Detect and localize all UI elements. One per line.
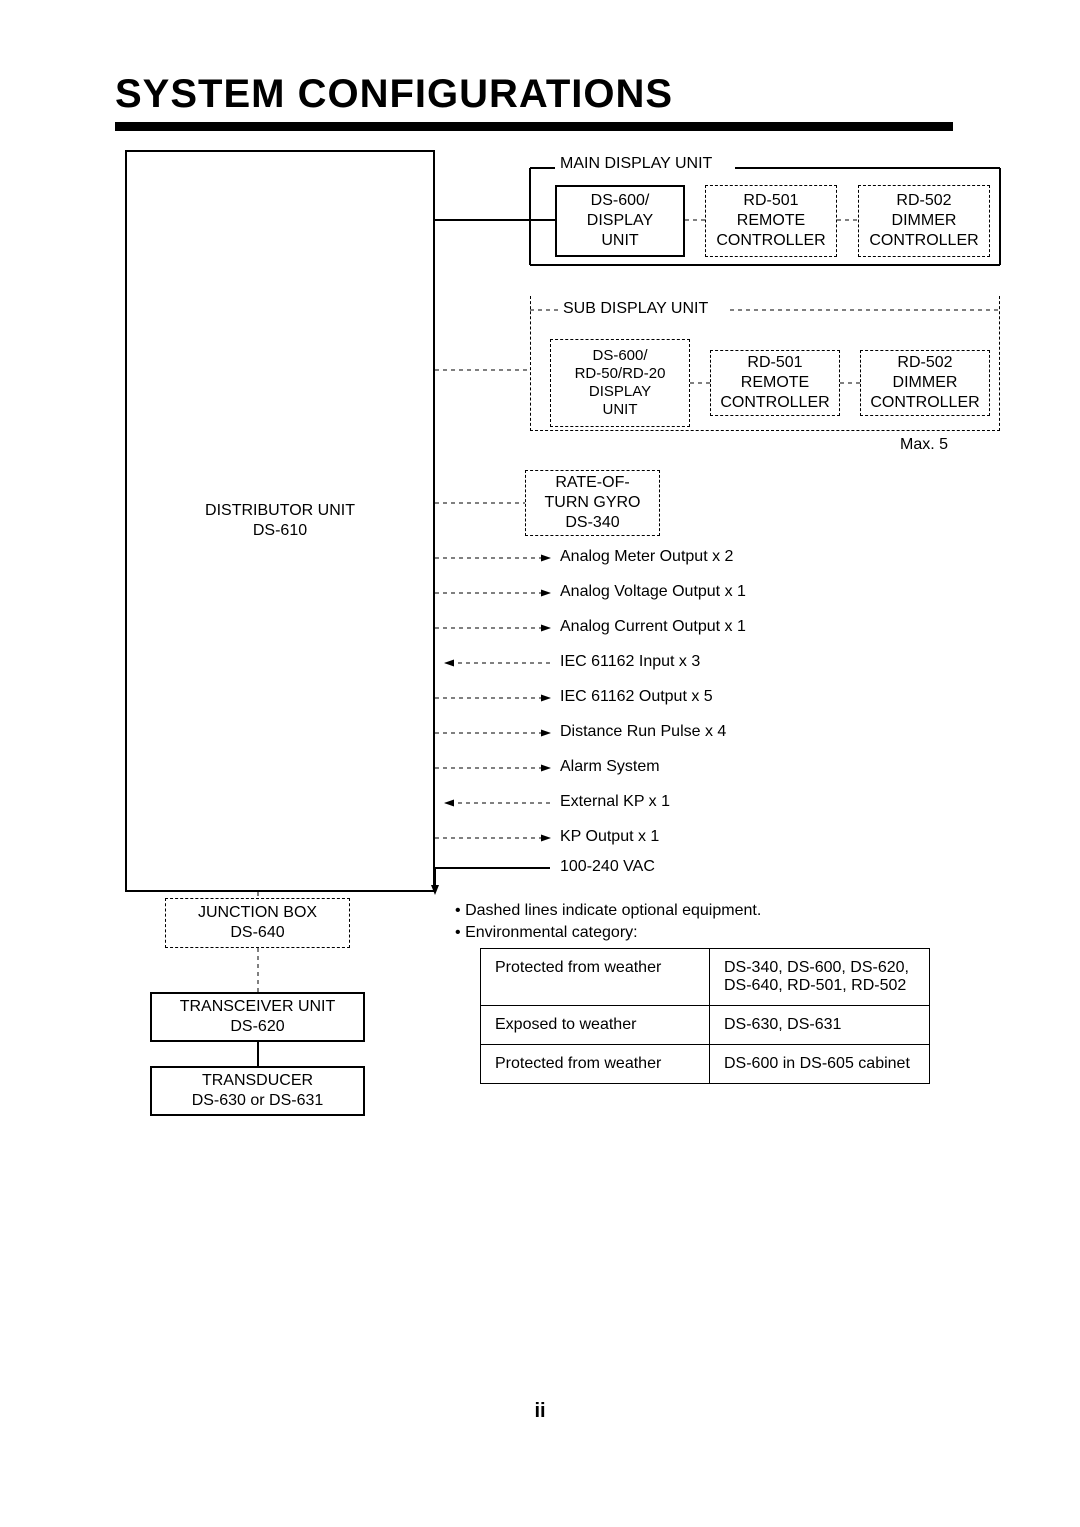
main-display-unit-box: DS-600/ DISPLAY UNIT (555, 185, 685, 257)
junction-box: JUNCTION BOX DS-640 (165, 898, 350, 948)
main-display-unit-l1: DS-600/ (591, 191, 650, 211)
junction-l2: DS-640 (230, 923, 284, 943)
sub-dimmer-l1: RD-502 (897, 353, 952, 373)
env-r3c2: DS-600 in DS-605 cabinet (710, 1045, 930, 1084)
main-remote-box: RD-501 REMOTE CONTROLLER (705, 185, 837, 257)
gyro-box: RATE-OF- TURN GYRO DS-340 (525, 470, 660, 536)
output-4: IEC 61162 Input x 3 (560, 653, 700, 671)
sub-remote-l1: RD-501 (747, 353, 802, 373)
sub-dimmer-l2: DIMMER (893, 373, 958, 393)
env-r1c1: Protected from weather (481, 949, 710, 1006)
main-display-label: MAIN DISPLAY UNIT (560, 155, 712, 173)
page-title: SYSTEM CONFIGURATIONS (115, 72, 673, 117)
title-underline (115, 122, 953, 131)
transceiver-l1: TRANSCEIVER UNIT (180, 997, 336, 1017)
main-dimmer-box: RD-502 DIMMER CONTROLLER (858, 185, 990, 257)
main-dimmer-l3: CONTROLLER (869, 231, 978, 251)
output-6: Distance Run Pulse x 4 (560, 723, 726, 741)
page: SYSTEM CONFIGURATIONS (0, 0, 1080, 1527)
sub-dimmer-l3: CONTROLLER (870, 393, 979, 413)
distributor-unit-box: DISTRIBUTOR UNIT DS-610 (125, 150, 435, 892)
sub-display-unit-box: DS-600/ RD-50/RD-20 DISPLAY UNIT (550, 339, 690, 427)
sub-dimmer-box: RD-502 DIMMER CONTROLLER (860, 350, 990, 416)
main-display-unit-l2: DISPLAY (587, 211, 653, 231)
table-row: Protected from weather DS-340, DS-600, D… (481, 949, 930, 1006)
distributor-unit-label2: DS-610 (253, 521, 307, 541)
sub-remote-box: RD-501 REMOTE CONTROLLER (710, 350, 840, 416)
max-label: Max. 5 (900, 436, 948, 454)
note-1: • Dashed lines indicate optional equipme… (455, 902, 761, 920)
output-9: KP Output x 1 (560, 828, 659, 846)
env-r3c1: Protected from weather (481, 1045, 710, 1084)
output-1: Analog Meter Output x 2 (560, 548, 733, 566)
transducer-l2: DS-630 or DS-631 (192, 1091, 324, 1111)
main-remote-l1: RD-501 (743, 191, 798, 211)
main-remote-l3: CONTROLLER (716, 231, 825, 251)
table-row: Protected from weather DS-600 in DS-605 … (481, 1045, 930, 1084)
output-8: External KP x 1 (560, 793, 670, 811)
note-2-text: Environmental category: (465, 924, 638, 941)
bullet-icon: • (455, 902, 461, 919)
distributor-unit-label1: DISTRIBUTOR UNIT (205, 501, 355, 521)
main-remote-l2: REMOTE (737, 211, 805, 231)
gyro-l2: TURN GYRO (545, 493, 641, 513)
output-7: Alarm System (560, 758, 660, 776)
junction-l1: JUNCTION BOX (198, 903, 317, 923)
table-row: Exposed to weather DS-630, DS-631 (481, 1006, 930, 1045)
sub-display-unit-l2: RD-50/RD-20 (575, 365, 666, 383)
output-5: IEC 61162 Output x 5 (560, 688, 713, 706)
main-dimmer-l2: DIMMER (892, 211, 957, 231)
output-2: Analog Voltage Output x 1 (560, 583, 746, 601)
sub-remote-l2: REMOTE (741, 373, 809, 393)
gyro-l1: RATE-OF- (555, 473, 629, 493)
transceiver-l2: DS-620 (230, 1017, 284, 1037)
output-10: 100-240 VAC (560, 858, 655, 876)
sub-display-unit-l4: UNIT (603, 401, 638, 419)
sub-remote-l3: CONTROLLER (720, 393, 829, 413)
main-display-unit-l3: UNIT (601, 231, 638, 251)
main-dimmer-l1: RD-502 (896, 191, 951, 211)
transceiver-box: TRANSCEIVER UNIT DS-620 (150, 992, 365, 1042)
sub-display-label: SUB DISPLAY UNIT (563, 300, 708, 318)
bullet-icon: • (455, 924, 461, 941)
note-2: • Environmental category: (455, 924, 638, 942)
transducer-box: TRANSDUCER DS-630 or DS-631 (150, 1066, 365, 1116)
sub-display-unit-l3: DISPLAY (589, 383, 651, 401)
env-r2c1: Exposed to weather (481, 1006, 710, 1045)
page-number: ii (0, 1400, 1080, 1423)
transducer-l1: TRANSDUCER (202, 1071, 313, 1091)
environmental-table: Protected from weather DS-340, DS-600, D… (480, 948, 930, 1084)
sub-display-unit-l1: DS-600/ (592, 347, 647, 365)
env-r1c2: DS-340, DS-600, DS-620, DS-640, RD-501, … (710, 949, 930, 1006)
note-1-text: Dashed lines indicate optional equipment… (465, 902, 761, 919)
gyro-l3: DS-340 (565, 513, 619, 533)
env-r2c2: DS-630, DS-631 (710, 1006, 930, 1045)
output-3: Analog Current Output x 1 (560, 618, 746, 636)
